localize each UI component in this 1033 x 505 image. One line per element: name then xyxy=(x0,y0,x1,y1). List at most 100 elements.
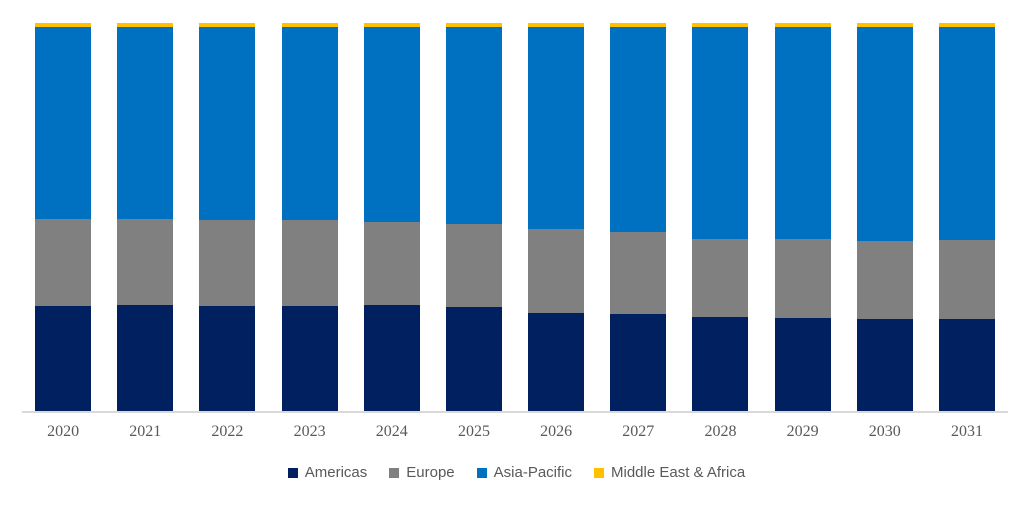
segment-americas-2030 xyxy=(856,319,913,412)
stacked-bar-2027 xyxy=(610,23,667,412)
segment-americas-2028 xyxy=(692,317,749,412)
legend-swatch-icon xyxy=(389,468,400,478)
segment-middle-east-africa-2027 xyxy=(610,23,667,27)
segment-middle-east-africa-2031 xyxy=(938,23,995,27)
segment-middle-east-africa-2029 xyxy=(774,23,831,27)
segment-europe-2023 xyxy=(281,220,338,307)
segment-asia-pacific-2023 xyxy=(281,26,338,221)
legend-item-middle-east-africa: Middle East & Africa xyxy=(594,463,745,483)
segment-europe-2027 xyxy=(610,231,667,314)
legend-item-americas: Americas xyxy=(287,463,368,483)
segment-middle-east-africa-2030 xyxy=(856,23,913,27)
stacked-bar-2022 xyxy=(199,23,256,412)
segment-europe-2024 xyxy=(363,221,420,306)
stacked-bar-2024 xyxy=(363,23,420,412)
segment-americas-2031 xyxy=(938,318,995,412)
segment-asia-pacific-2031 xyxy=(938,26,995,241)
segment-asia-pacific-2021 xyxy=(117,26,174,220)
segment-europe-2025 xyxy=(445,224,502,308)
bar-slot-2028 xyxy=(679,23,761,412)
bar-slot-2031 xyxy=(926,23,1008,412)
segment-americas-2025 xyxy=(445,307,502,412)
segment-asia-pacific-2028 xyxy=(692,26,749,240)
segment-europe-2022 xyxy=(199,219,256,306)
bar-slot-2023 xyxy=(269,23,351,412)
bar-slot-2027 xyxy=(597,23,679,412)
segment-middle-east-africa-2023 xyxy=(281,23,338,27)
segment-asia-pacific-2029 xyxy=(774,26,831,240)
stacked-bar-2030 xyxy=(856,23,913,412)
segment-americas-2022 xyxy=(199,305,256,412)
x-tick-label-2031: 2031 xyxy=(950,423,983,440)
x-axis-tick-labels: 2020 2021 2022 2023 2024 2025 2026 2027 2028 2029… xyxy=(22,421,1008,443)
x-tick-label-2021: 2021 xyxy=(129,423,162,440)
x-tick-label-2026: 2026 xyxy=(540,423,573,440)
segment-asia-pacific-2030 xyxy=(856,26,913,242)
segment-americas-2021 xyxy=(117,305,174,412)
segment-americas-2029 xyxy=(774,317,831,412)
x-tick-label-2028: 2028 xyxy=(704,423,737,440)
segment-europe-2028 xyxy=(692,239,749,318)
segment-middle-east-africa-2021 xyxy=(117,23,174,27)
segment-asia-pacific-2027 xyxy=(610,26,667,232)
bar-slot-2026 xyxy=(515,23,597,412)
legend-label: Asia-Pacific xyxy=(493,464,572,481)
segment-middle-east-africa-2025 xyxy=(445,23,502,27)
x-tick-label-2023: 2023 xyxy=(293,423,326,440)
segment-asia-pacific-2020 xyxy=(35,26,92,220)
stacked-bar-2028 xyxy=(692,23,749,412)
legend-item-europe: Europe xyxy=(389,463,455,483)
x-tick-label-2027: 2027 xyxy=(622,423,655,440)
segment-europe-2021 xyxy=(117,219,174,305)
segment-middle-east-africa-2020 xyxy=(35,23,92,27)
x-tick-label-2022: 2022 xyxy=(211,423,244,440)
legend-label: Middle East & Africa xyxy=(611,464,746,481)
x-tick-label-2025: 2025 xyxy=(457,423,490,440)
segment-asia-pacific-2026 xyxy=(528,26,585,230)
plot-area xyxy=(22,23,1008,412)
segment-europe-2030 xyxy=(856,241,913,320)
stacked-bar-2021 xyxy=(117,23,174,412)
bar-slot-2025 xyxy=(433,23,515,412)
chart-legend: Americas Europe Asia-Pacific Middle East & … xyxy=(0,463,1033,483)
segment-europe-2031 xyxy=(938,240,995,319)
segment-americas-2023 xyxy=(281,306,338,412)
stacked-bar-2020 xyxy=(35,23,92,412)
legend-swatch-icon xyxy=(594,468,604,478)
bar-slot-2024 xyxy=(351,23,433,412)
segment-americas-2024 xyxy=(363,305,420,412)
segment-middle-east-africa-2028 xyxy=(692,23,749,27)
stacked-bar-2031 xyxy=(938,23,995,412)
stacked-bar-2025 xyxy=(445,23,502,412)
segment-europe-2020 xyxy=(35,219,92,307)
segment-europe-2026 xyxy=(528,229,585,313)
x-tick-label-2020: 2020 xyxy=(47,423,80,440)
legend-label: Americas xyxy=(304,464,368,481)
bar-slot-2030 xyxy=(844,23,926,412)
bar-slot-2029 xyxy=(762,23,844,412)
stacked-bar-2029 xyxy=(774,23,831,412)
segment-asia-pacific-2024 xyxy=(363,26,420,222)
x-axis-line xyxy=(22,411,1008,413)
segment-americas-2020 xyxy=(35,306,92,412)
bar-slot-2021 xyxy=(104,23,186,412)
x-tick-label-2024: 2024 xyxy=(375,423,408,440)
stacked-bar-2023 xyxy=(281,23,338,412)
segment-americas-2026 xyxy=(528,312,585,412)
bar-slot-2022 xyxy=(186,23,268,412)
segment-asia-pacific-2022 xyxy=(199,26,256,220)
x-tick-label-2030: 2030 xyxy=(868,423,901,440)
segment-asia-pacific-2025 xyxy=(445,26,502,225)
segment-americas-2027 xyxy=(610,313,667,412)
legend-swatch-icon xyxy=(476,468,487,478)
segment-middle-east-africa-2024 xyxy=(363,23,420,27)
segment-middle-east-africa-2026 xyxy=(528,23,585,27)
bar-slot-2020 xyxy=(22,23,104,412)
segment-middle-east-africa-2022 xyxy=(199,23,256,27)
legend-swatch-icon xyxy=(287,468,298,478)
stacked-bar-2026 xyxy=(528,23,585,412)
legend-label: Europe xyxy=(406,464,455,481)
legend-item-asia-pacific: Asia-Pacific xyxy=(476,463,572,483)
segment-europe-2029 xyxy=(774,239,831,318)
